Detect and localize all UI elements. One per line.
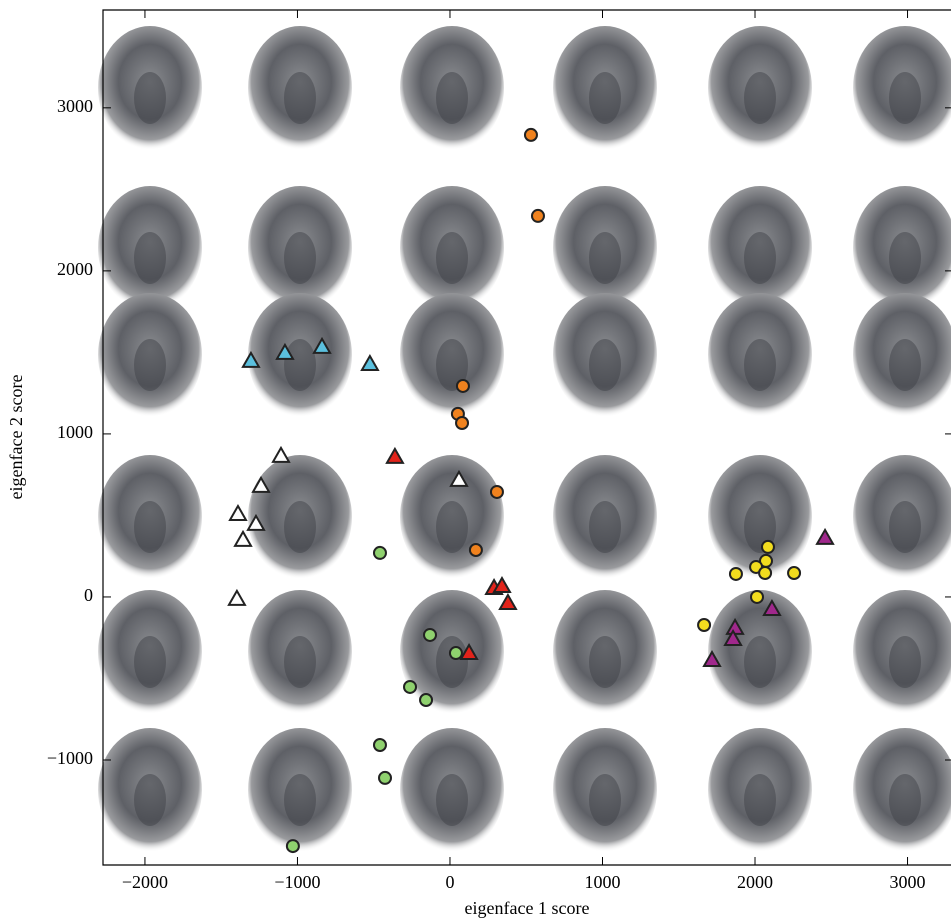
- face-feature: [134, 774, 166, 826]
- face-feature: [436, 774, 468, 826]
- face-feature: [134, 72, 166, 124]
- circle-point: [759, 567, 771, 579]
- face-feature: [589, 501, 621, 553]
- face-feature: [284, 72, 316, 124]
- face-feature: [889, 501, 921, 553]
- triangle-point: [500, 595, 516, 609]
- face-feature: [889, 774, 921, 826]
- triangle-point: [230, 506, 246, 520]
- face-feature: [744, 774, 776, 826]
- face-feature: [436, 636, 468, 688]
- chart: eigenface 1 score eigenface 2 score −200…: [0, 0, 951, 921]
- face-feature: [284, 774, 316, 826]
- circle-point: [751, 591, 763, 603]
- face-feature: [589, 232, 621, 284]
- triangle-point: [273, 448, 289, 462]
- face-feature: [436, 501, 468, 553]
- x-tick-label: 2000: [737, 872, 773, 892]
- triangle-point: [235, 532, 251, 546]
- circle-point: [525, 129, 537, 141]
- x-tick-label: −2000: [122, 872, 168, 892]
- circle-point: [491, 486, 503, 498]
- face-feature: [889, 72, 921, 124]
- face-feature: [284, 636, 316, 688]
- triangle-point: [362, 356, 378, 370]
- face-feature: [436, 72, 468, 124]
- face-feature: [889, 636, 921, 688]
- face-feature: [589, 636, 621, 688]
- circle-point: [470, 544, 482, 556]
- x-tick-label: 0: [445, 872, 454, 892]
- circle-point: [762, 541, 774, 553]
- circle-point: [457, 380, 469, 392]
- face-feature: [134, 232, 166, 284]
- circle-point: [456, 417, 468, 429]
- face-feature: [744, 232, 776, 284]
- face-feature: [589, 72, 621, 124]
- circle-point: [788, 567, 800, 579]
- face-feature: [744, 339, 776, 391]
- face-feature: [744, 636, 776, 688]
- face-feature: [134, 339, 166, 391]
- y-tick-label: 3000: [57, 96, 93, 116]
- circle-point: [287, 840, 299, 852]
- x-tick-label: 3000: [890, 872, 926, 892]
- triangle-point: [387, 449, 403, 463]
- circle-point: [379, 772, 391, 784]
- circle-point: [374, 547, 386, 559]
- y-tick-label: 2000: [57, 259, 93, 279]
- face-grid: [98, 26, 951, 852]
- circle-point: [420, 694, 432, 706]
- y-tick-label: 0: [84, 585, 93, 605]
- face-feature: [134, 636, 166, 688]
- face-feature: [284, 232, 316, 284]
- circle-point: [404, 681, 416, 693]
- circle-point: [450, 647, 462, 659]
- face-feature: [744, 72, 776, 124]
- face-feature: [889, 232, 921, 284]
- x-tick-label: −1000: [274, 872, 320, 892]
- face-feature: [284, 501, 316, 553]
- circle-point: [532, 210, 544, 222]
- triangle-point: [817, 530, 833, 544]
- triangle-point: [229, 591, 245, 605]
- y-tick-label: 1000: [57, 422, 93, 442]
- circle-point: [730, 568, 742, 580]
- face-feature: [589, 774, 621, 826]
- face-feature: [436, 232, 468, 284]
- face-feature: [889, 339, 921, 391]
- circle-point: [698, 619, 710, 631]
- x-tick-label: 1000: [584, 872, 620, 892]
- y-tick-label: −1000: [47, 748, 93, 768]
- x-axis-label: eigenface 1 score: [465, 898, 590, 918]
- face-feature: [284, 339, 316, 391]
- face-feature: [589, 339, 621, 391]
- face-feature: [134, 501, 166, 553]
- y-axis-label: eigenface 2 score: [6, 375, 26, 500]
- circle-point: [374, 739, 386, 751]
- circle-point: [424, 629, 436, 641]
